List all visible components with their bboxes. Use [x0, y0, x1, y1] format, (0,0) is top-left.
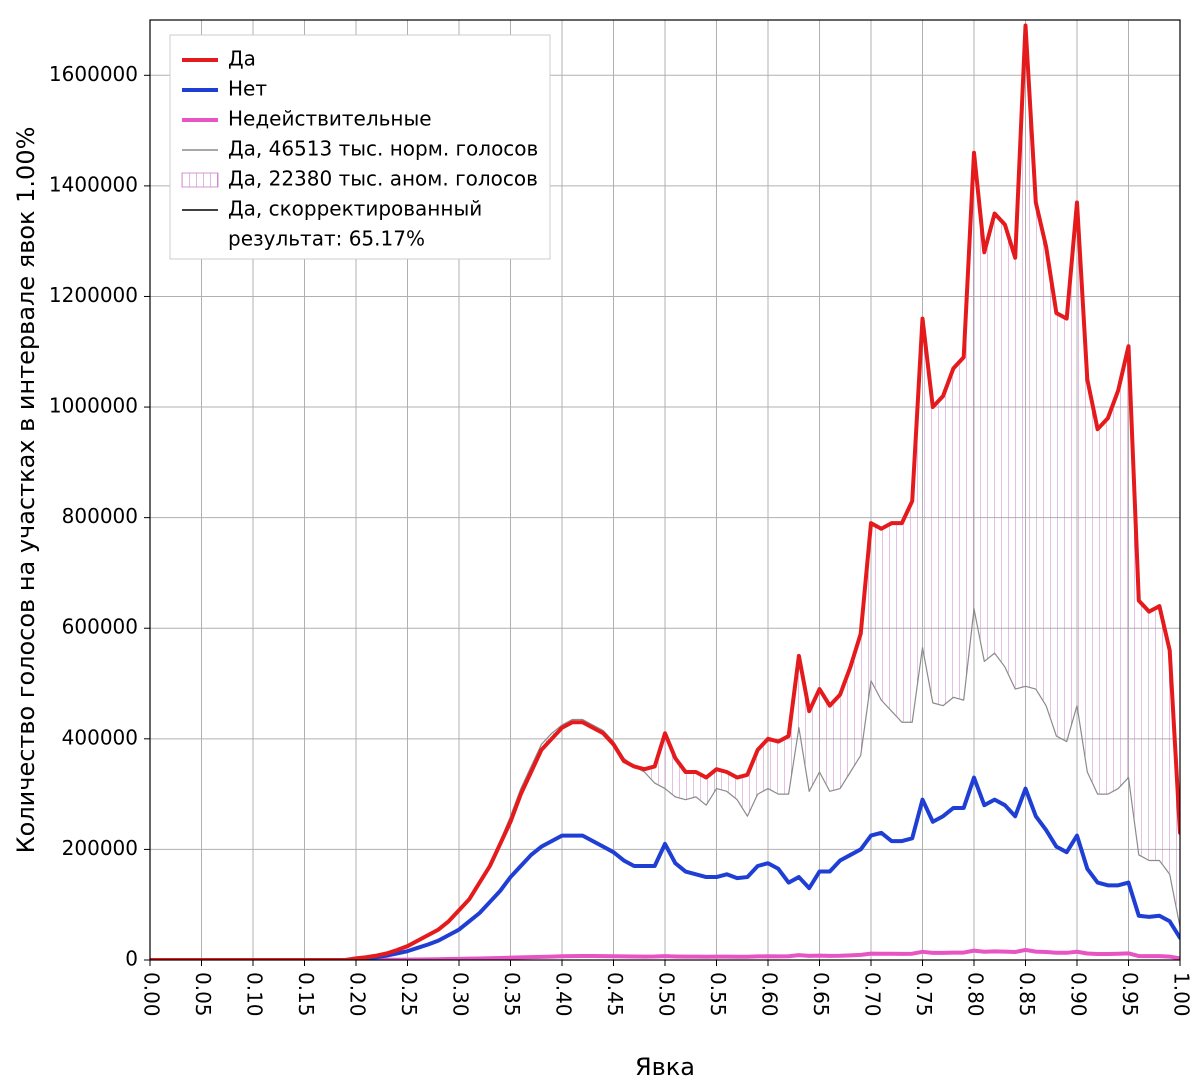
xtick-label: 0.80: [964, 972, 988, 1017]
legend-swatch-hatch: [182, 173, 218, 187]
xtick-label: 0.00: [140, 972, 164, 1017]
x-axis-label: Явка: [635, 1053, 695, 1081]
ytick-label: 1600000: [49, 62, 138, 86]
legend-label: Да, 46513 тыс. норм. голосов: [228, 137, 538, 161]
legend-label: Да, 22380 тыс. аном. голосов: [228, 167, 538, 191]
legend-label: Недействительные: [228, 107, 432, 131]
xtick-label: 0.25: [397, 972, 421, 1017]
xtick-label: 0.30: [449, 972, 473, 1017]
xtick-label: 0.15: [294, 972, 318, 1017]
xtick-label: 0.50: [655, 972, 679, 1017]
ytick-label: 400000: [62, 725, 138, 749]
xtick-label: 0.95: [1118, 972, 1142, 1017]
legend-label: Нет: [228, 77, 267, 101]
ytick-label: 1400000: [49, 172, 138, 196]
legend-label: Да, скорректированный: [228, 197, 482, 221]
ytick-label: 800000: [62, 504, 138, 528]
ytick-label: 1000000: [49, 394, 138, 418]
xtick-label: 0.40: [552, 972, 576, 1017]
xtick-label: 0.10: [243, 972, 267, 1017]
xtick-label: 1.00: [1170, 972, 1194, 1017]
ytick-label: 600000: [62, 615, 138, 639]
chart-container: 0.00 0.05 0.10 0.15 0.20 0.25 0.30 0.35 0.40 0.45…: [0, 0, 1200, 1081]
legend-label: Да: [228, 47, 256, 71]
xtick-label: 0.20: [346, 972, 370, 1017]
legend: Да Нет Недействительные Да, 46513 тыс. норм…: [170, 35, 550, 259]
xtick-label: 0.45: [603, 972, 627, 1017]
ytick-label: 1200000: [49, 283, 138, 307]
xtick-label: 0.85: [1015, 972, 1039, 1017]
xtick-label: 0.60: [758, 972, 782, 1017]
xtick-label: 0.75: [912, 972, 936, 1017]
xtick-label: 0.35: [500, 972, 524, 1017]
y-axis-label: Количество голосов на участках в интерва…: [12, 127, 40, 854]
xtick-label: 0.05: [191, 972, 215, 1017]
xtick-label: 0.55: [706, 972, 730, 1017]
xtick-label: 0.65: [809, 972, 833, 1017]
xtick-label: 0.70: [861, 972, 885, 1017]
xtick-label: 0.90: [1067, 972, 1091, 1017]
chart-svg: 0.00 0.05 0.10 0.15 0.20 0.25 0.30 0.35 0.40 0.45…: [0, 0, 1200, 1081]
ytick-label: 0: [125, 947, 138, 971]
ytick-label: 200000: [62, 836, 138, 860]
legend-label: результат: 65.17%: [228, 227, 425, 251]
